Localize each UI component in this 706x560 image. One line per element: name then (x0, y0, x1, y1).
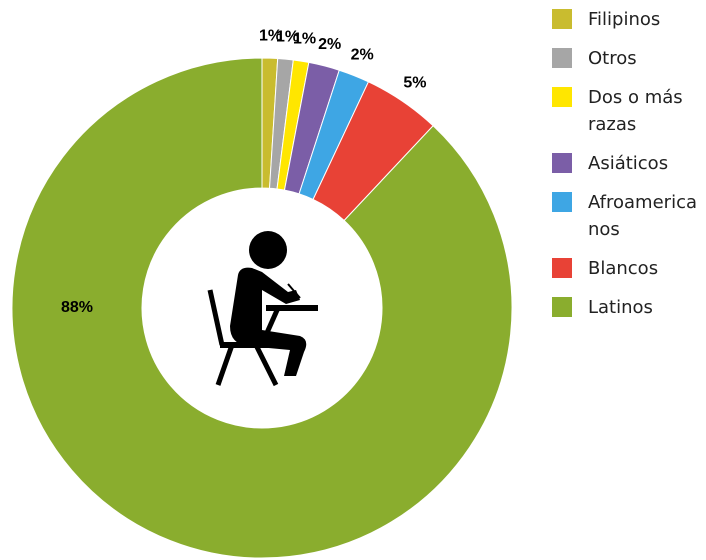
legend-swatch (552, 297, 572, 317)
student-icon (207, 231, 318, 387)
legend-swatch (552, 87, 572, 107)
legend-swatch (552, 153, 572, 173)
legend-label: Asiáticos (588, 153, 669, 174)
value-label: 2% (318, 36, 341, 53)
value-label: 1% (259, 27, 282, 44)
legend-swatch (552, 258, 572, 278)
legend-label: Filipinos (588, 9, 661, 30)
legend-swatch (552, 48, 572, 68)
value-label: 88% (61, 299, 93, 316)
legend-item: Filipinos (552, 6, 702, 33)
legend-label: Afroamericanos (588, 192, 697, 240)
legend-swatch (552, 192, 572, 212)
value-label: 1% (276, 28, 299, 45)
legend-label: Dos o más razas (588, 87, 683, 135)
legend-swatch (552, 9, 572, 29)
value-label: 1% (293, 31, 316, 48)
legend-item: Latinos (552, 294, 702, 321)
value-labels: 1%1%1% 2%2%5%88% (61, 27, 426, 316)
value-label: 2% (351, 46, 374, 63)
legend-item: Afroamericanos (552, 189, 702, 243)
legend-label: Latinos (588, 297, 653, 318)
legend: Filipinos Otros Dos o más razas Asiáticos Af… (552, 6, 702, 333)
legend-label: Blancos (588, 258, 659, 279)
legend-item: Dos o más razas (552, 84, 702, 138)
donut (11, 57, 513, 559)
legend-label: Otros (588, 48, 637, 69)
slice (11, 57, 513, 559)
legend-item: Otros (552, 45, 702, 72)
value-label: 5% (403, 74, 426, 91)
legend-item: Asiáticos (552, 150, 702, 177)
legend-item: Blancos (552, 255, 702, 282)
